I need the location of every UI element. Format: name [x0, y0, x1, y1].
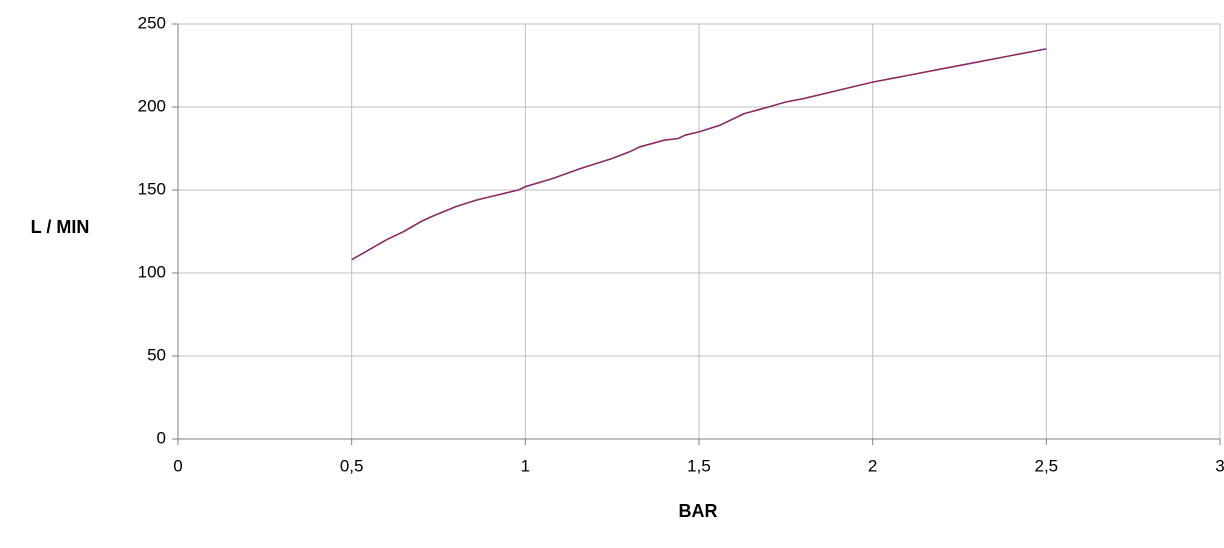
x-tick-label: 0,5	[340, 456, 364, 475]
x-tick-label: 0	[173, 456, 182, 475]
y-tick-label: 200	[138, 96, 166, 115]
series-line	[351, 48, 1047, 261]
x-tick-label: 1	[521, 456, 530, 475]
y-tick-label: 0	[157, 428, 166, 447]
y-axis-title: L / MIN	[31, 217, 90, 237]
axes	[172, 23, 1221, 445]
x-tick-label: 2,5	[1035, 456, 1059, 475]
y-tick-label: 250	[138, 13, 166, 32]
x-tick-label: 2	[868, 456, 877, 475]
y-tick-label: 100	[138, 262, 166, 281]
tick-labels: 0 50 100 150 200 250 0 0,5 1 1,5 2 2,5 3	[138, 13, 1224, 475]
y-tick-label: 50	[147, 345, 166, 364]
x-axis-title: BAR	[679, 501, 718, 521]
x-tick-label: 3	[1215, 456, 1224, 475]
x-tick-label: 1,5	[687, 456, 711, 475]
y-tick-label: 150	[138, 179, 166, 198]
grid	[178, 23, 1221, 439]
series-layer	[351, 48, 1047, 261]
